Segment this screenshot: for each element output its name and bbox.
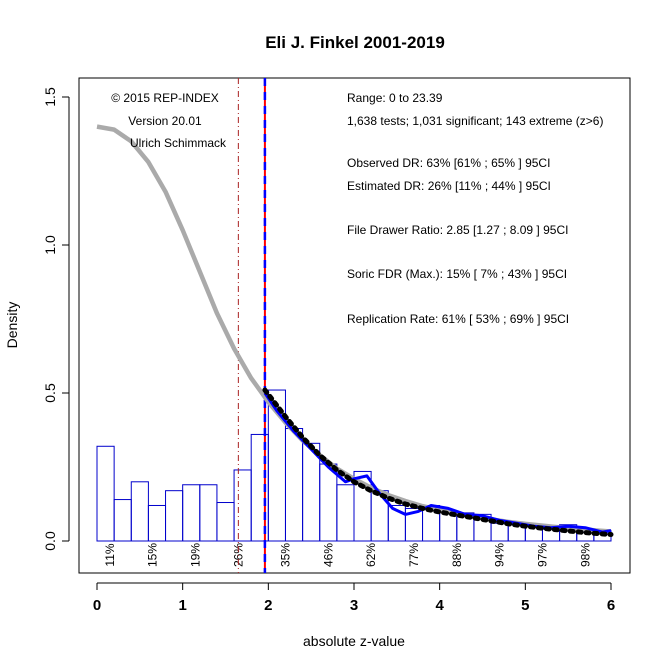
annotation-range: Range: 0 to 23.39 <box>347 91 443 105</box>
annotations-right: Range: 0 to 23.39 1,638 tests; 1,031 sig… <box>347 91 603 326</box>
y-axis: 0.0 0.5 1.0 1.5 <box>42 87 70 551</box>
power-labels: 11% 15% 19% 26% 35% 46% 62% 77% 88% 94% 97% 98% <box>103 543 592 567</box>
histogram-bar <box>130 481 149 542</box>
power-label: 98% <box>578 543 592 567</box>
annotation-soric-fdr: Soric FDR (Max.): 15% [ 7% ; 43% ] 95CI <box>347 267 567 281</box>
power-label: 15% <box>146 543 160 567</box>
y-tick-label: 1.0 <box>42 235 58 255</box>
power-label: 11% <box>103 543 117 566</box>
x-tick-label: 2 <box>264 597 272 614</box>
histogram-bars <box>96 389 612 542</box>
power-label: 88% <box>450 543 464 567</box>
x-tick-label: 4 <box>435 597 444 614</box>
x-tick-label: 1 <box>178 597 186 614</box>
x-axis: 0 1 2 3 4 5 6 <box>93 582 615 614</box>
power-label: 97% <box>535 543 549 567</box>
power-label: 26% <box>231 543 245 567</box>
x-tick-label: 6 <box>607 597 615 614</box>
histogram-bar <box>96 445 115 542</box>
histogram-bar <box>302 442 321 542</box>
annotation-tests: 1,638 tests; 1,031 significant; 143 extr… <box>347 114 603 128</box>
annotation-replication-rate: Replication Rate: 61% [ 53% ; 69% ] 95CI <box>347 312 569 326</box>
annotations-left: © 2015 REP-INDEX Version 20.01 Ulrich Sc… <box>111 91 227 150</box>
histogram-bar <box>199 484 218 542</box>
histogram-bar <box>147 504 167 542</box>
annotation-observed-dr: Observed DR: 63% [61% ; 65% ] 95CI <box>347 156 550 170</box>
histogram-bar <box>165 490 184 542</box>
density-curves <box>96 124 614 537</box>
power-label: 77% <box>407 543 421 567</box>
black-dotted-curve <box>262 387 614 537</box>
y-tick-label: 0.5 <box>42 383 58 403</box>
histogram-bar <box>182 484 201 542</box>
power-label: 46% <box>321 543 335 567</box>
x-tick-label: 3 <box>350 597 358 614</box>
histogram-bar <box>319 463 338 542</box>
x-axis-label: absolute z-value <box>303 633 405 649</box>
chart-title: Eli J. Finkel 2001-2019 <box>265 33 445 52</box>
histogram-bar <box>216 502 235 542</box>
power-label: 19% <box>189 543 203 567</box>
histogram-bar <box>336 484 355 542</box>
histogram-bar <box>233 469 252 542</box>
y-tick-label: 0.0 <box>42 531 58 551</box>
power-label: 35% <box>278 543 292 567</box>
power-label: 62% <box>364 543 378 567</box>
annotation-estimated-dr: Estimated DR: 26% [11% ; 44% ] 95CI <box>347 179 551 193</box>
histogram-bar <box>113 499 132 542</box>
x-tick-label: 5 <box>521 597 529 614</box>
y-axis-label: Density <box>4 302 20 349</box>
y-tick-label: 1.5 <box>42 87 58 107</box>
x-tick-label: 0 <box>93 597 101 614</box>
histogram-bar <box>490 522 509 542</box>
power-label: 94% <box>493 543 507 567</box>
reference-lines <box>237 78 267 573</box>
annotation-author: Ulrich Schimmack <box>130 136 227 150</box>
annotation-version: Version 20.01 <box>128 114 202 128</box>
histogram-bar <box>284 428 304 542</box>
plot-frame <box>78 77 631 574</box>
annotation-copyright: © 2015 REP-INDEX <box>111 91 219 105</box>
annotation-file-drawer: File Drawer Ratio: 2.85 [1.27 ; 8.09 ] 9… <box>347 223 568 237</box>
